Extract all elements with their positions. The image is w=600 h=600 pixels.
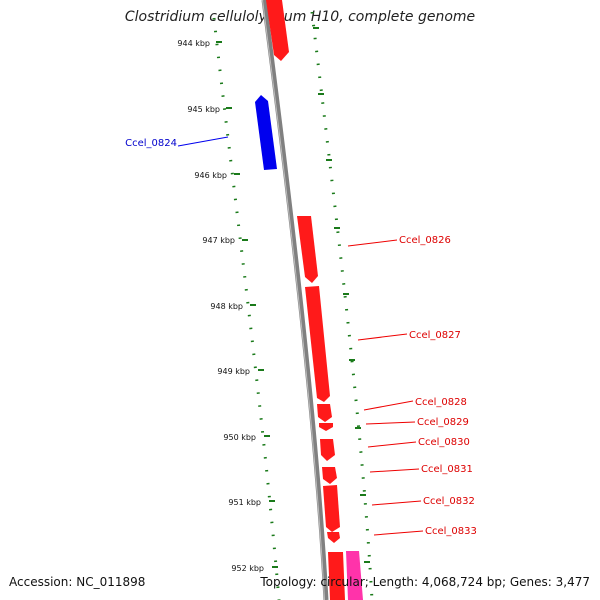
left-ruler-major-ticks xyxy=(216,41,278,568)
gene-label-ccel-0833[interactable]: Ccel_0833 xyxy=(425,526,477,537)
gene-label-ccel-0829[interactable]: Ccel_0829 xyxy=(417,417,469,428)
gene-label-ccel-0830[interactable]: Ccel_0830 xyxy=(418,437,470,448)
gene-ccel-0831 xyxy=(322,467,337,484)
connector-ccel-0826 xyxy=(347,239,398,247)
connector-ccel-0829 xyxy=(365,421,416,425)
ruler-labels: 944 kbp 945 kbp 946 kbp 947 kbp 948 kbp … xyxy=(177,39,264,573)
gene-label-ccel-0827[interactable]: Ccel_0827 xyxy=(409,330,461,341)
tick-label-946: 946 kbp xyxy=(194,171,227,180)
connector-ccel-0830 xyxy=(367,441,417,448)
connector-ccel-0824 xyxy=(177,136,229,147)
tick-label-944: 944 kbp xyxy=(177,39,210,48)
gene-label-ccel-0826[interactable]: Ccel_0826 xyxy=(399,235,451,246)
map-title: Clostridium cellulolyticum H10, complete… xyxy=(124,9,476,25)
tick-label-948: 948 kbp xyxy=(210,302,243,311)
gene-label-ccel-0824[interactable]: Ccel_0824 xyxy=(125,138,177,149)
accession-text: Accession: NC_011898 xyxy=(9,575,146,589)
tick-label-951: 951 kbp xyxy=(228,498,261,507)
genome-stats-text: Topology: circular; Length: 4,068,724 bp… xyxy=(260,575,590,589)
gene-label-ccel-0831[interactable]: Ccel_0831 xyxy=(421,464,473,475)
tick-label-947: 947 kbp xyxy=(202,236,235,245)
connector-ccel-0828 xyxy=(363,400,414,411)
right-ruler-major-ticks xyxy=(313,27,370,563)
connector-ccel-0831 xyxy=(369,468,420,473)
genome-backbone xyxy=(261,0,329,600)
connector-ccel-0832 xyxy=(371,500,422,506)
gene-ccel-0830 xyxy=(320,439,335,461)
gene-ccel-0829 xyxy=(319,423,333,431)
tick-label-950: 950 kbp xyxy=(223,433,256,442)
gene-bottom-partial-pink xyxy=(346,551,363,600)
tick-label-945: 945 kbp xyxy=(187,105,220,114)
gene-ccel-0828 xyxy=(317,404,332,422)
gene-ccel-0833 xyxy=(327,532,340,543)
gene-label-ccel-0828[interactable]: Ccel_0828 xyxy=(415,397,467,408)
connector-ccel-0833 xyxy=(373,530,424,536)
connector-ccel-0827 xyxy=(357,333,408,341)
tick-label-952: 952 kbp xyxy=(231,564,264,573)
gene-bottom-partial-red xyxy=(328,552,345,600)
gene-ccel-0826 xyxy=(297,216,318,283)
gene-ccel-0832 xyxy=(323,485,340,532)
gene-top-partial xyxy=(266,0,289,61)
genome-backbone-highlight xyxy=(262,0,325,600)
tick-label-949: 949 kbp xyxy=(217,367,250,376)
gene-label-ccel-0832[interactable]: Ccel_0832 xyxy=(423,496,475,507)
gene-labels: Ccel_0824 Ccel_0826 Ccel_0827 Ccel_0828 … xyxy=(125,138,477,537)
gene-ccel-0824 xyxy=(255,95,277,170)
gene-ccel-0827 xyxy=(305,286,330,402)
label-connectors xyxy=(177,136,424,536)
